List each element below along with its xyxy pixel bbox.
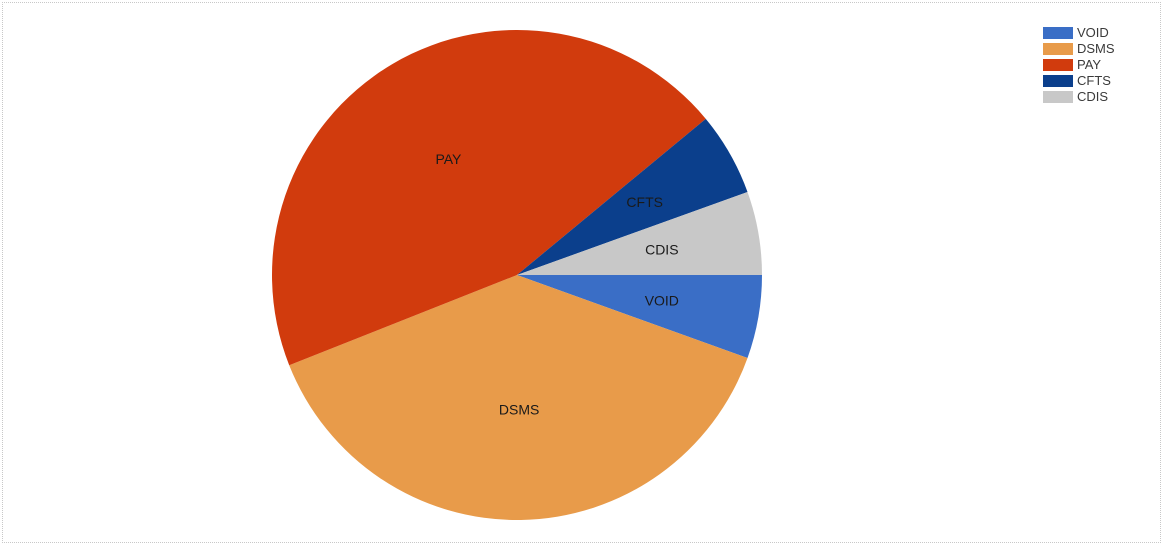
legend-label-dsms: DSMS xyxy=(1077,41,1115,56)
chart-legend: VOID DSMS PAY CFTS CDIS xyxy=(1043,25,1115,105)
legend-label-cdis: CDIS xyxy=(1077,89,1109,104)
legend-swatch-void xyxy=(1043,27,1073,39)
pie-slice-cfts xyxy=(517,118,748,276)
slice-label-cdis: CDIS xyxy=(645,242,678,258)
legend-item-cfts: CFTS xyxy=(1043,73,1115,89)
slice-label-dsms: DSMS xyxy=(499,402,539,418)
legend-swatch-cfts xyxy=(1043,75,1073,87)
pie-slice-pay xyxy=(272,29,706,366)
pie-slices xyxy=(272,29,762,520)
slice-label-pay: PAY xyxy=(435,151,462,167)
legend-item-dsms: DSMS xyxy=(1043,41,1115,57)
legend-label-cfts: CFTS xyxy=(1077,73,1111,88)
legend-item-void: VOID xyxy=(1043,25,1115,41)
slice-label-void: VOID xyxy=(645,292,679,308)
legend-swatch-pay xyxy=(1043,59,1073,71)
pie-labels: VOID DSMS PAY CFTS CDIS xyxy=(435,151,678,418)
pie-slice-cdis xyxy=(517,192,762,275)
legend-swatch-dsms xyxy=(1043,43,1073,55)
legend-label-void: VOID xyxy=(1077,25,1109,40)
legend-item-cdis: CDIS xyxy=(1043,89,1115,105)
pie-slice-void xyxy=(517,275,762,358)
pie-slice-dsms xyxy=(289,275,748,520)
legend-label-pay: PAY xyxy=(1077,57,1102,72)
legend-swatch-cdis xyxy=(1043,91,1073,103)
slice-label-cfts: CFTS xyxy=(626,194,663,210)
legend-item-pay: PAY xyxy=(1043,57,1115,73)
